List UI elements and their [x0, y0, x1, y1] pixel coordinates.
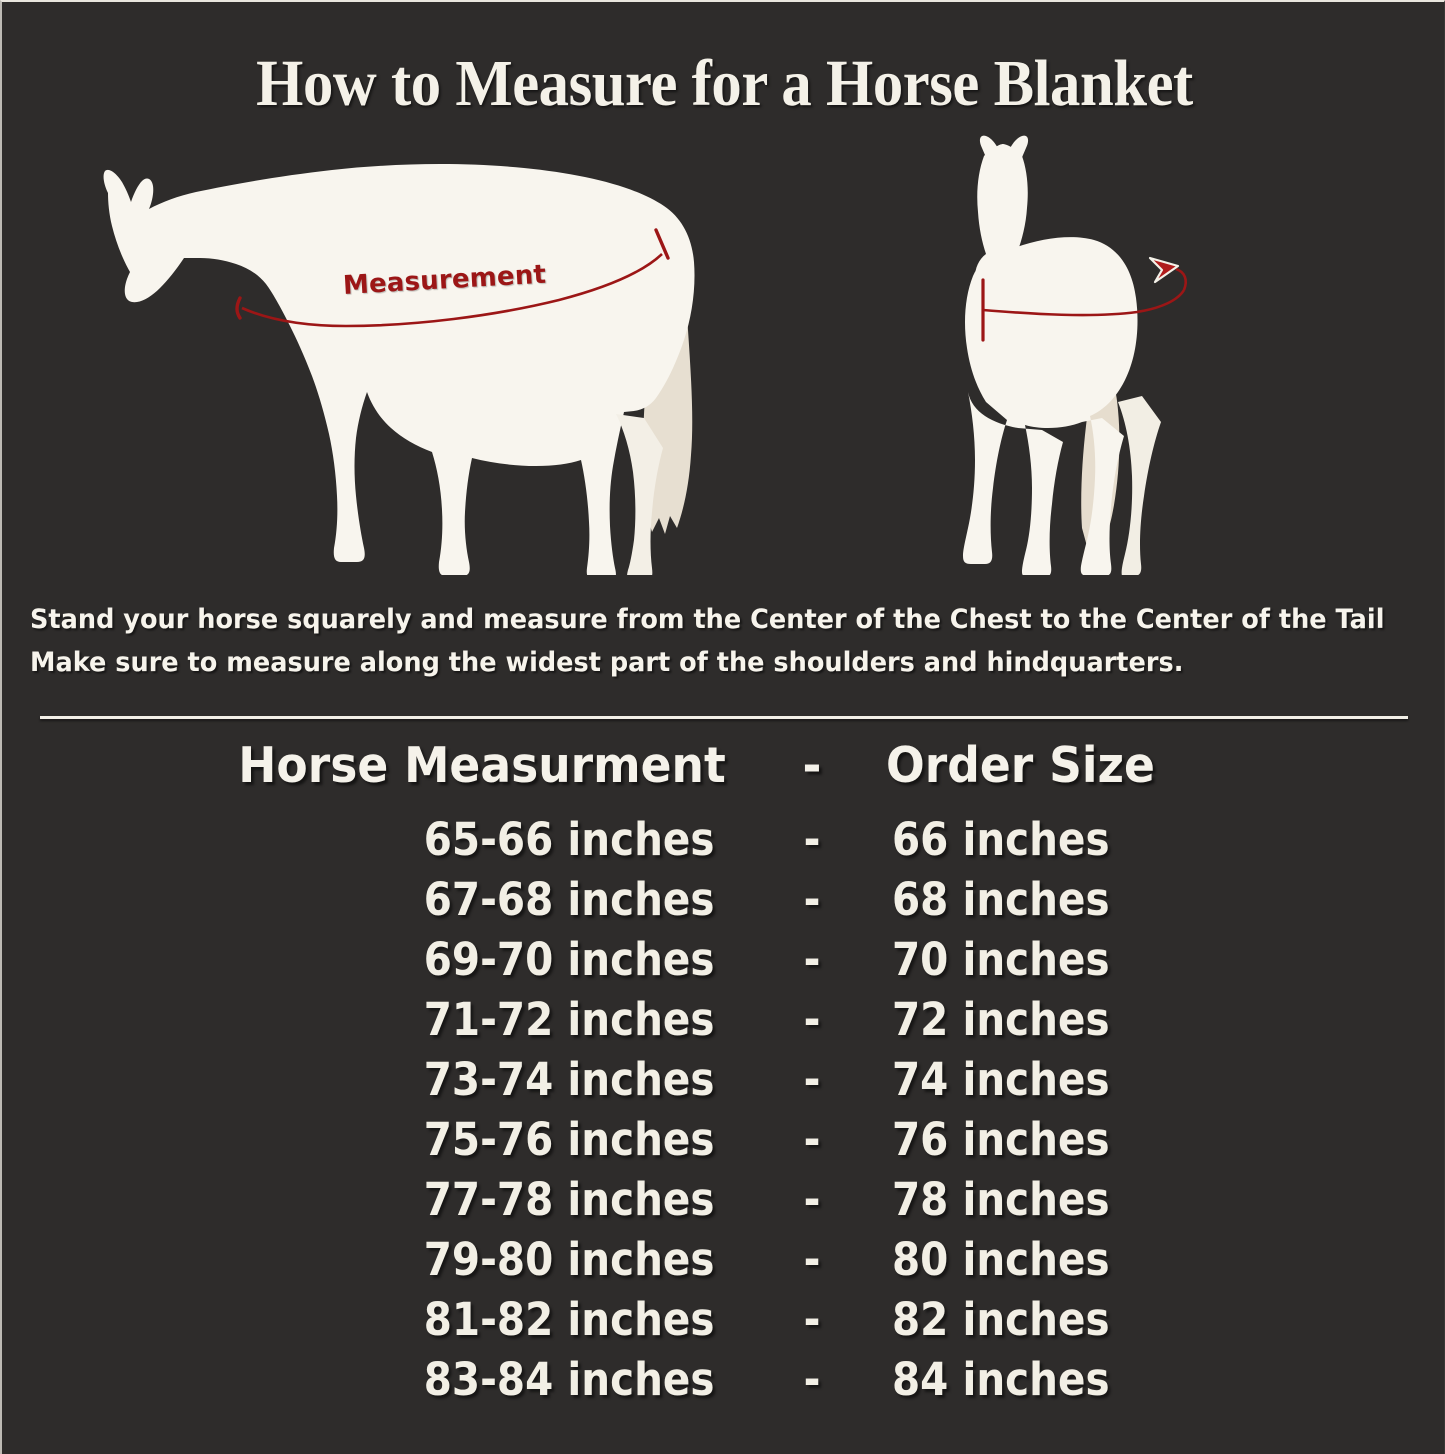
header-order-size: Order Size	[886, 737, 1155, 794]
cell-measurement: 73-74 inches	[423, 1053, 715, 1106]
table-row: 65-66 inches - 66 inches	[2, 813, 1444, 873]
horse-rear-silhouette	[963, 135, 1161, 575]
cell-measurement: 83-84 inches	[423, 1353, 715, 1406]
table-row: 69-70 inches - 70 inches	[2, 933, 1444, 993]
horse-body-side	[103, 164, 695, 575]
cell-order-size: 72 inches	[892, 993, 1110, 1046]
instruction-line-2: Make sure to measure along the widest pa…	[30, 647, 1184, 678]
table-row: 75-76 inches - 76 inches	[2, 1113, 1444, 1173]
cell-measurement: 71-72 inches	[423, 993, 715, 1046]
size-chart-table: Horse Measurment - Order Size 65-66 inch…	[2, 737, 1444, 1413]
table-row: 77-78 inches - 78 inches	[2, 1173, 1444, 1233]
cell-dash: -	[803, 933, 821, 986]
horse-rear-view-illustration	[922, 130, 1232, 575]
table-row: 81-82 inches - 82 inches	[2, 1293, 1444, 1353]
horse-leg-rear-far	[616, 414, 663, 575]
cell-dash: -	[803, 813, 821, 866]
cell-order-size: 68 inches	[892, 873, 1110, 926]
cell-order-size: 84 inches	[892, 1353, 1110, 1406]
cell-dash: -	[803, 993, 821, 1046]
header-horse-measurement: Horse Measurment	[238, 737, 726, 794]
horse-body-rear	[963, 237, 1138, 575]
measurement-line-side	[235, 228, 670, 328]
header-dash: -	[802, 737, 822, 794]
cell-dash: -	[803, 1113, 821, 1166]
instruction-line-1: Stand your horse squarely and measure fr…	[30, 604, 1385, 635]
cell-measurement: 67-68 inches	[423, 873, 715, 926]
measurement-line-rear	[981, 267, 1188, 342]
cell-dash: -	[803, 1173, 821, 1226]
cell-order-size: 80 inches	[892, 1233, 1110, 1286]
table-row: 79-80 inches - 80 inches	[2, 1233, 1444, 1293]
cell-dash: -	[803, 1233, 821, 1286]
cell-measurement: 65-66 inches	[423, 813, 715, 866]
cell-order-size: 76 inches	[892, 1113, 1110, 1166]
cell-dash: -	[803, 873, 821, 926]
cell-dash: -	[803, 1353, 821, 1406]
cell-order-size: 66 inches	[892, 813, 1110, 866]
measurement-arrow-head	[1148, 256, 1180, 284]
cell-order-size: 70 inches	[892, 933, 1110, 986]
page-title: How to Measure for a Horse Blanket	[256, 47, 1193, 120]
cell-measurement: 79-80 inches	[423, 1233, 715, 1286]
horse-side-view-illustration	[64, 130, 714, 575]
horse-side-silhouette	[103, 164, 695, 575]
measuring-instructions: Stand your horse squarely and measure fr…	[30, 598, 1385, 684]
table-row: 73-74 inches - 74 inches	[2, 1053, 1444, 1113]
cell-measurement: 77-78 inches	[423, 1173, 715, 1226]
cell-measurement: 81-82 inches	[423, 1293, 715, 1346]
cell-dash: -	[803, 1053, 821, 1106]
cell-order-size: 78 inches	[892, 1173, 1110, 1226]
cell-measurement: 75-76 inches	[423, 1113, 715, 1166]
cell-order-size: 82 inches	[892, 1293, 1110, 1346]
table-row: 83-84 inches - 84 inches	[2, 1353, 1444, 1413]
table-row: 71-72 inches - 72 inches	[2, 993, 1444, 1053]
horse-leg-rear-far-right	[1118, 396, 1161, 575]
cell-order-size: 74 inches	[892, 1053, 1110, 1106]
cell-measurement: 69-70 inches	[423, 933, 715, 986]
table-header-row: Horse Measurment - Order Size	[2, 737, 1444, 813]
table-row: 67-68 inches - 68 inches	[2, 873, 1444, 933]
cell-dash: -	[803, 1293, 821, 1346]
section-divider	[40, 716, 1408, 719]
